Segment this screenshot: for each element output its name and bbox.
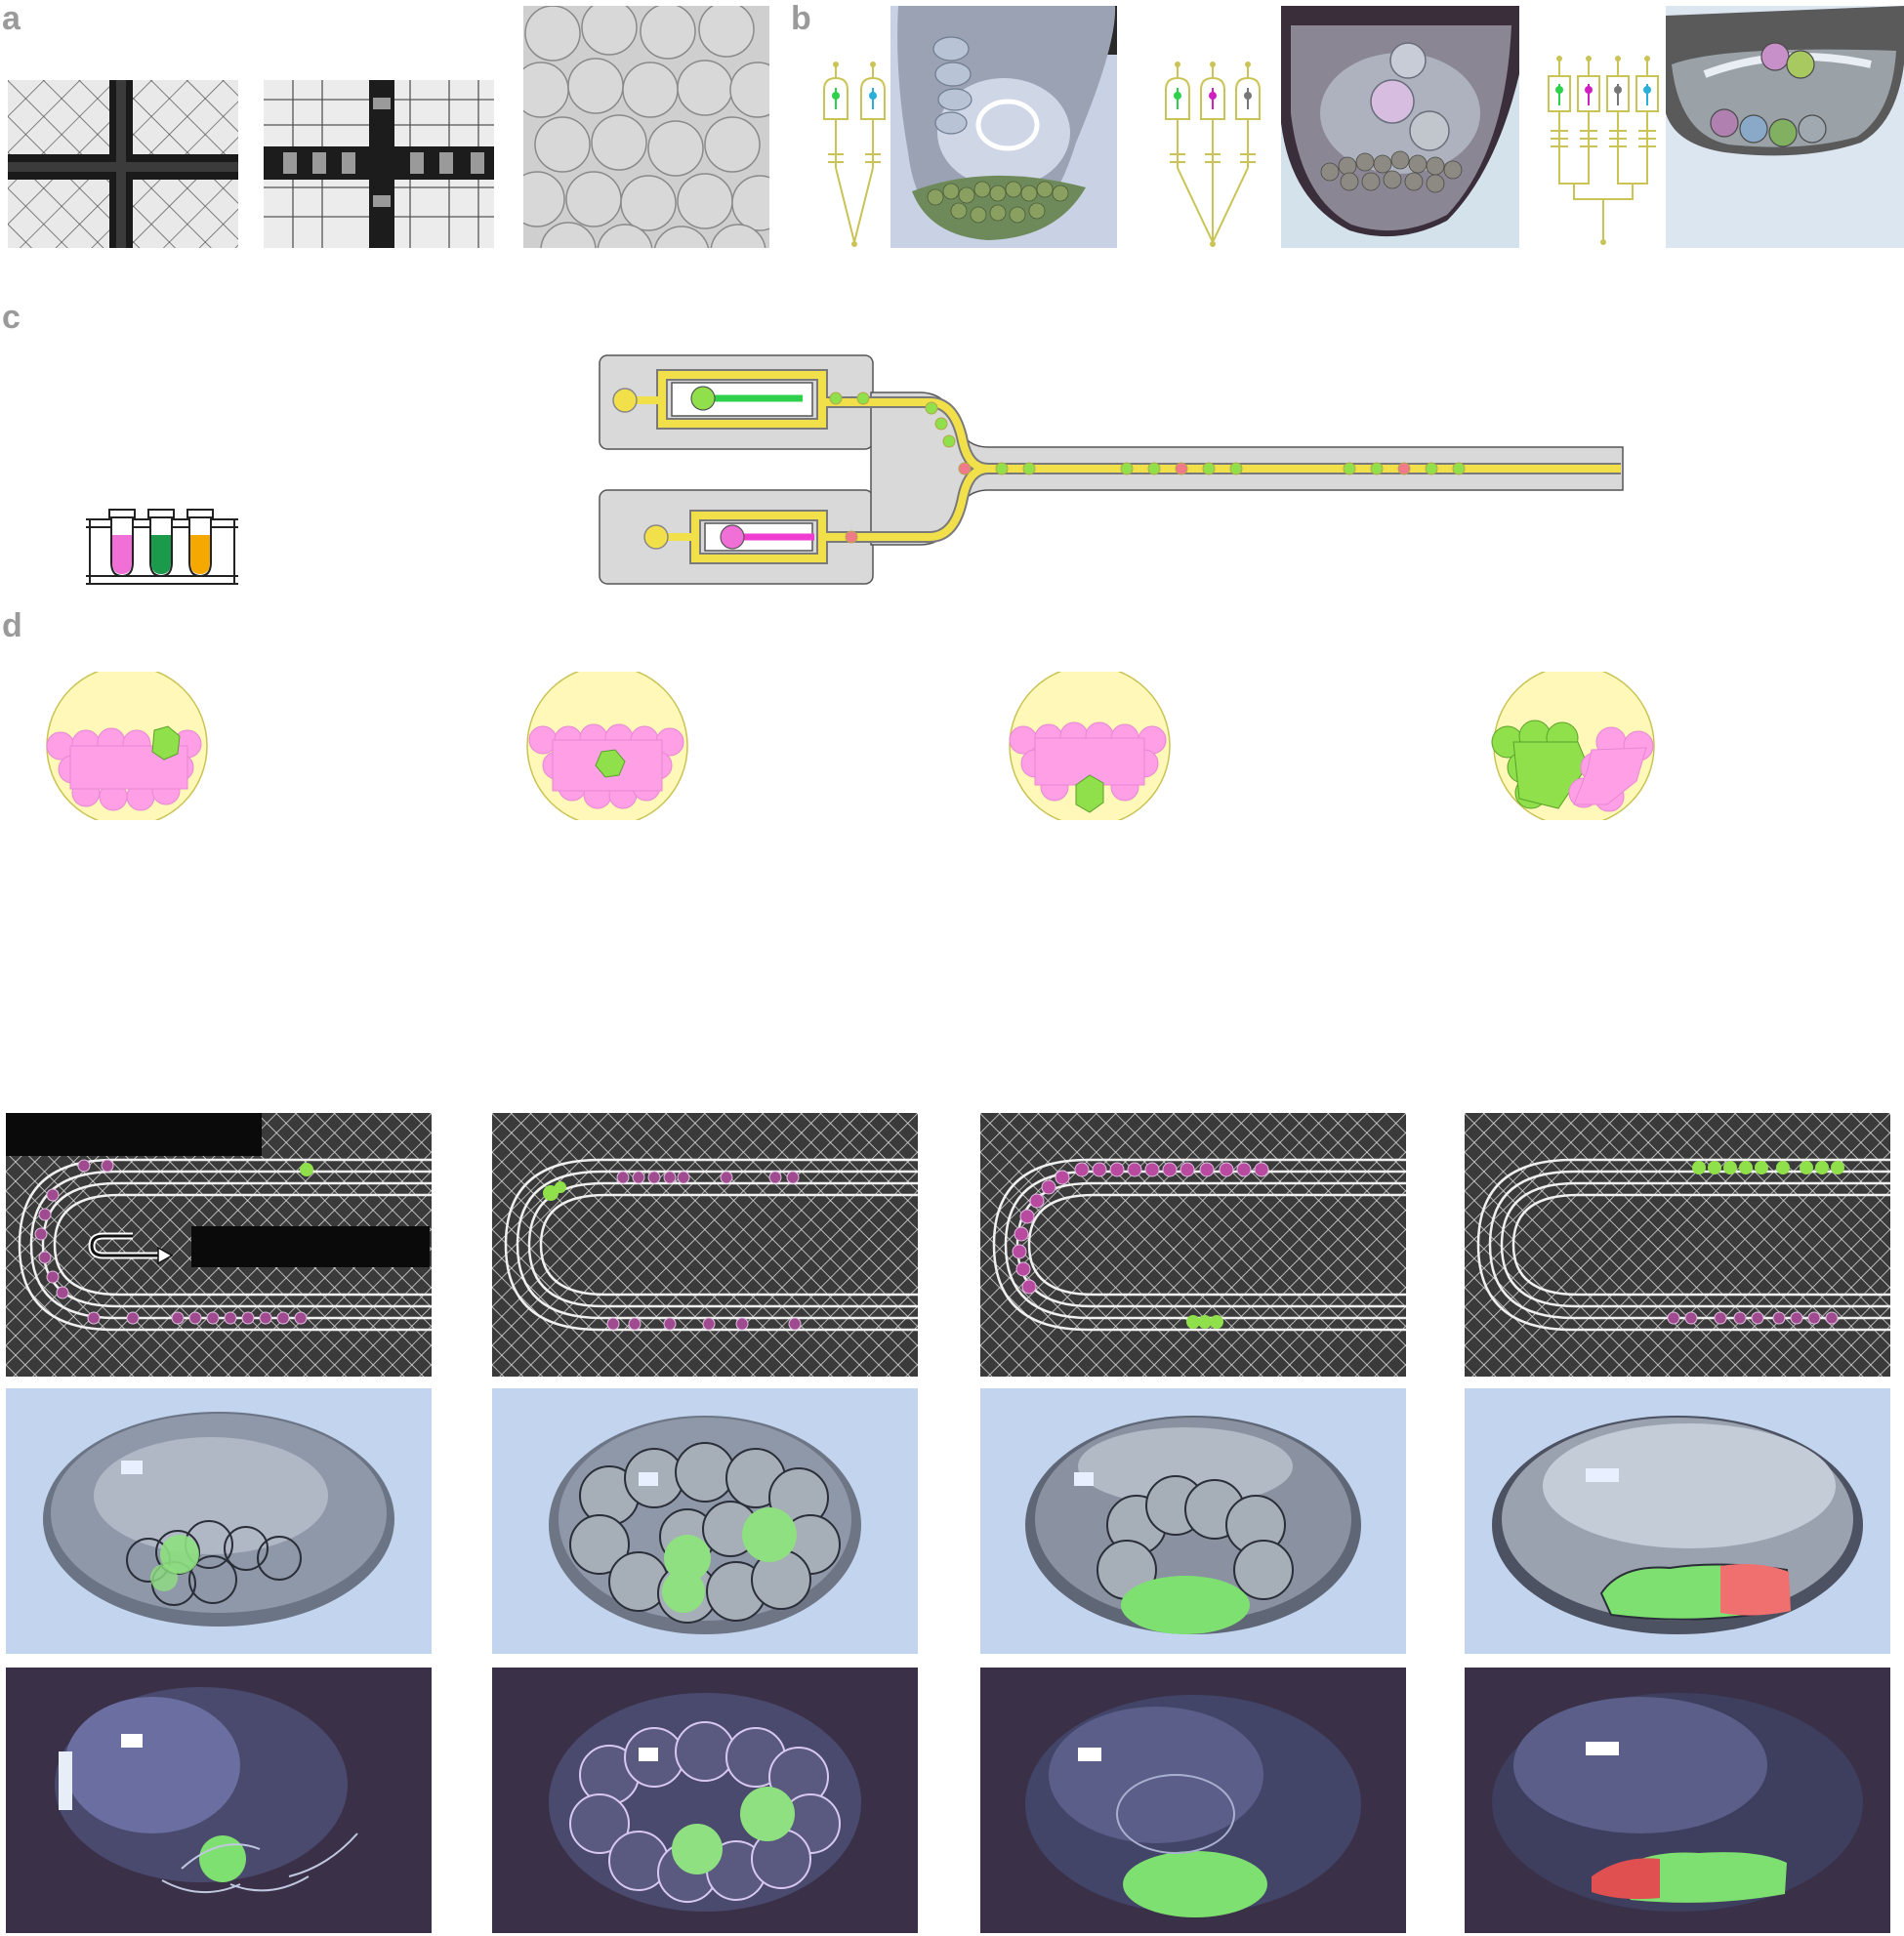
channel-micrograph-1 (6, 1113, 432, 1377)
panel-label-b: b (791, 0, 811, 37)
arrangement-schematic-4 (1490, 672, 1658, 820)
brightfield-droplet-3 (980, 1388, 1406, 1654)
channel-micrograph-4 (1465, 1113, 1890, 1377)
channel-micrograph-3 (980, 1113, 1406, 1377)
fluorescence-droplet-1 (6, 1668, 432, 1933)
monodisperse-droplets-photo (523, 6, 769, 248)
droplet-photo-4-inlets (1666, 6, 1904, 248)
mesh-grid-photo (264, 80, 494, 248)
microfluidic-merger-chip (598, 353, 1625, 588)
device-schematic-4-inlets (1545, 53, 1662, 248)
panel-label-d: d (2, 607, 22, 644)
droplet-photo-2-inlets (890, 6, 1117, 248)
fluorescence-droplet-2 (492, 1668, 918, 1933)
device-schematic-2-inlets (818, 61, 896, 248)
brightfield-droplet-2 (492, 1388, 918, 1654)
device-schematic-3-inlets (1160, 61, 1267, 248)
brightfield-droplet-4 (1465, 1388, 1890, 1654)
droplet-photo-3-inlets (1281, 6, 1519, 248)
arrangement-schematic-1 (43, 672, 211, 820)
panel-label-c: c (2, 299, 21, 336)
brightfield-droplet-1 (6, 1388, 432, 1654)
fluorescence-droplet-4 (1465, 1668, 1890, 1933)
mesh-junction-photo (8, 80, 238, 248)
tube-rack-icon (84, 508, 240, 590)
panel-label-a: a (2, 0, 21, 37)
fluorescence-droplet-3 (980, 1668, 1406, 1933)
arrangement-schematic-2 (523, 672, 691, 820)
channel-micrograph-2 (492, 1113, 918, 1377)
arrangement-schematic-3 (1006, 672, 1174, 820)
